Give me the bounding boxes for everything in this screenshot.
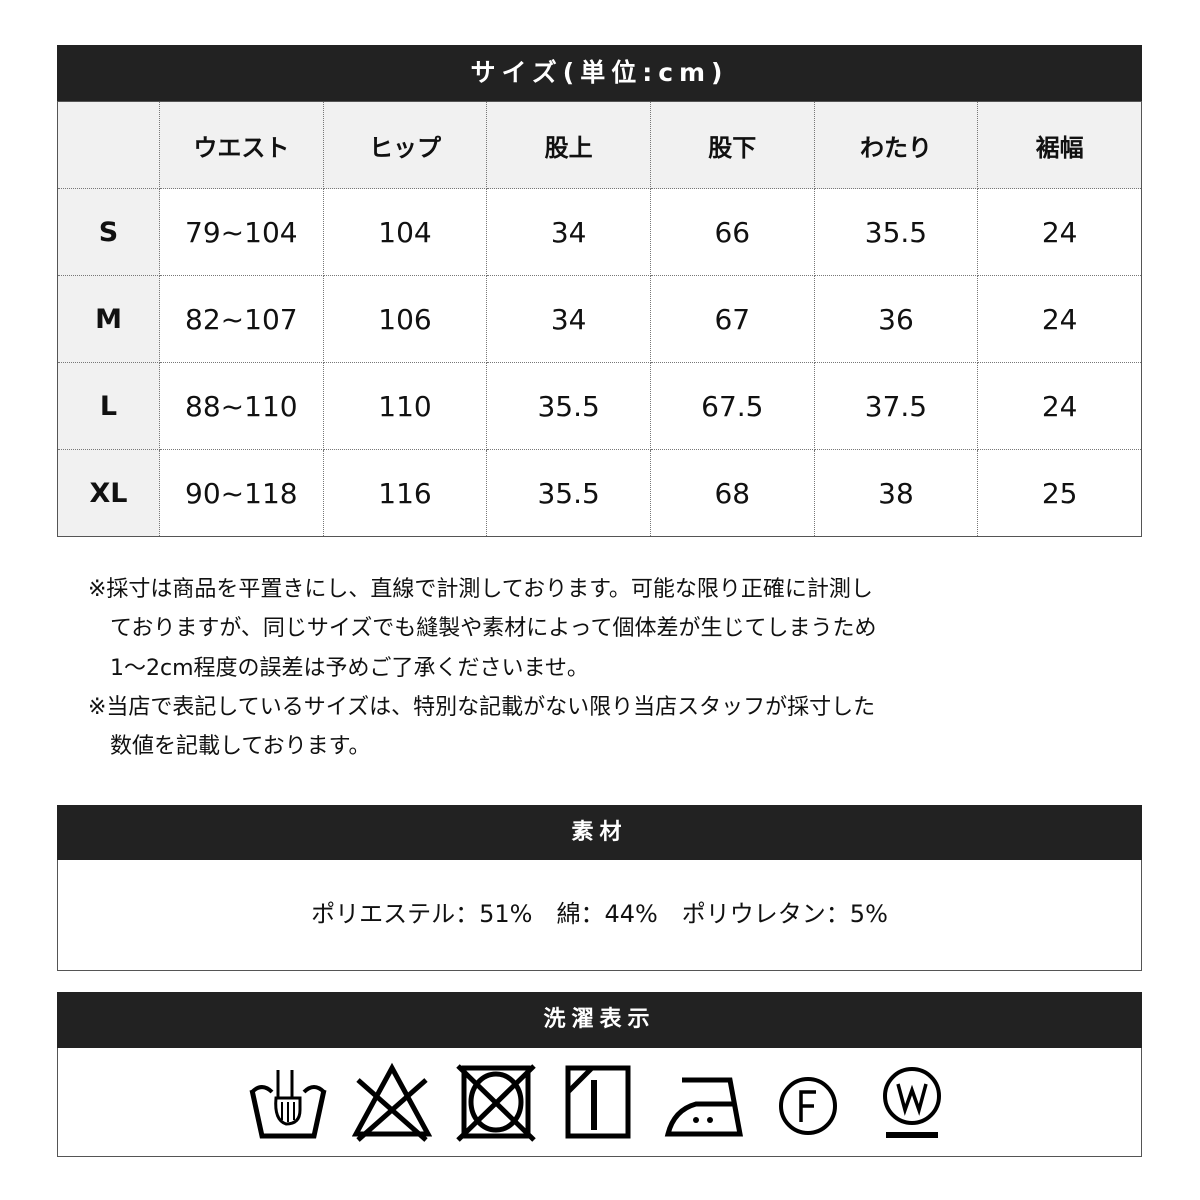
- size-table: ウエスト ヒップ 股上 股下 わたり 裾幅 S 79~104 104 34 66 35.5…: [57, 101, 1142, 537]
- measurement-cell: 88~110: [159, 362, 324, 450]
- note-line: ※採寸は商品を平置きにし、直線で計測しております。可能な限り正確に計測し: [88, 577, 873, 602]
- dry-clean-f-icon: [778, 1077, 837, 1135]
- note-line: 1～2cm程度の誤差は予めご了承くださいませ。: [110, 655, 589, 681]
- table-row: M 82~107 106 34 67 36 24: [57, 275, 1142, 363]
- measurement-cell: 79~104: [159, 188, 324, 276]
- measurement-cell: 24: [977, 188, 1142, 276]
- note-line: 数値を記載しております。: [110, 734, 371, 760]
- measurement-cell: 67: [649, 275, 815, 363]
- header-cell: 股上: [486, 101, 651, 189]
- measurement-cell: 90~118: [159, 449, 324, 537]
- measurement-cell: 106: [322, 275, 488, 363]
- size-label: XL: [57, 449, 160, 537]
- size-label: L: [57, 362, 160, 450]
- no-bleach-icon: [351, 1062, 432, 1142]
- size-header: サイズ(単位:cm): [57, 45, 1142, 101]
- header-cell: わたり: [813, 101, 979, 189]
- measurement-cell: 38: [813, 449, 979, 537]
- measurement-cell: 68: [649, 449, 815, 537]
- measurement-cell: 35.5: [813, 188, 979, 276]
- measurement-cell: 66: [649, 188, 815, 276]
- no-tumble-dry-icon: [455, 1064, 536, 1142]
- measurement-cell: 34: [486, 188, 651, 276]
- size-label: S: [57, 188, 160, 276]
- iron-medium-icon: [664, 1077, 743, 1137]
- measurement-cell: 35.5: [486, 449, 651, 537]
- material-header: 素材: [57, 805, 1142, 860]
- measurement-cell: 104: [322, 188, 488, 276]
- measurement-cell: 37.5: [813, 362, 979, 450]
- measurement-notes: ※採寸は商品を平置きにし、直線で計測しております。可能な限り正確に計測し ており…: [88, 570, 876, 766]
- table-row: S 79~104 104 34 66 35.5 24: [57, 188, 1142, 276]
- measurement-cell: 82~107: [159, 275, 324, 363]
- header-cell: 股下: [649, 101, 815, 189]
- header-cell: ヒップ: [322, 101, 488, 189]
- measurement-cell: 116: [322, 449, 488, 537]
- note-line: ておりますが、同じサイズでも縫製や素材によって個体差が生じてしまうため: [110, 616, 877, 642]
- measurement-cell: 35.5: [486, 362, 651, 450]
- measurement-cell: 24: [977, 362, 1142, 450]
- material-text: ポリエステル：51% 綿：44% ポリウレタン：5%: [311, 900, 888, 928]
- note-line: ※当店で表記しているサイズは、特別な記載がない限り当店スタッフが採寸した: [88, 694, 876, 720]
- care-header: 洗濯表示: [57, 992, 1142, 1048]
- header-cell: ウエスト: [159, 101, 324, 189]
- header-cell: [57, 101, 160, 189]
- measurement-cell: 24: [977, 275, 1142, 363]
- table-row: L 88~110 110 35.5 67.5 37.5 24: [57, 362, 1142, 450]
- size-label: M: [57, 275, 160, 363]
- wet-clean-gentle-icon: [882, 1067, 941, 1138]
- measurement-cell: 36: [813, 275, 979, 363]
- material-box: ポリエステル：51% 綿：44% ポリウレタン：5%: [57, 860, 1142, 971]
- measurement-cell: 25: [977, 449, 1142, 537]
- measurement-cell: 67.5: [649, 362, 815, 450]
- table-header-row: ウエスト ヒップ 股上 股下 わたり 裾幅: [57, 101, 1142, 189]
- hand-wash-icon: [249, 1070, 326, 1139]
- table-row: XL 90~118 116 35.5 68 38 25: [57, 449, 1142, 537]
- measurement-cell: 34: [486, 275, 651, 363]
- drip-dry-shade-icon: [565, 1065, 630, 1139]
- measurement-cell: 110: [322, 362, 488, 450]
- header-cell: 裾幅: [977, 101, 1142, 189]
- care-box: [57, 1048, 1142, 1157]
